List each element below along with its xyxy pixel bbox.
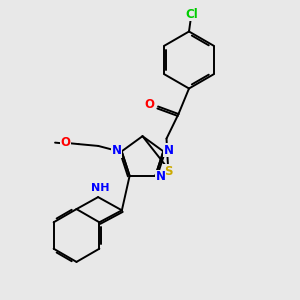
Text: O: O — [145, 98, 155, 111]
Text: N: N — [164, 144, 173, 157]
Text: N: N — [112, 144, 122, 157]
Text: Cl: Cl — [185, 8, 198, 21]
Text: N: N — [155, 170, 166, 183]
Text: NH: NH — [91, 183, 109, 193]
Text: O: O — [60, 136, 70, 149]
Text: S: S — [164, 165, 172, 178]
